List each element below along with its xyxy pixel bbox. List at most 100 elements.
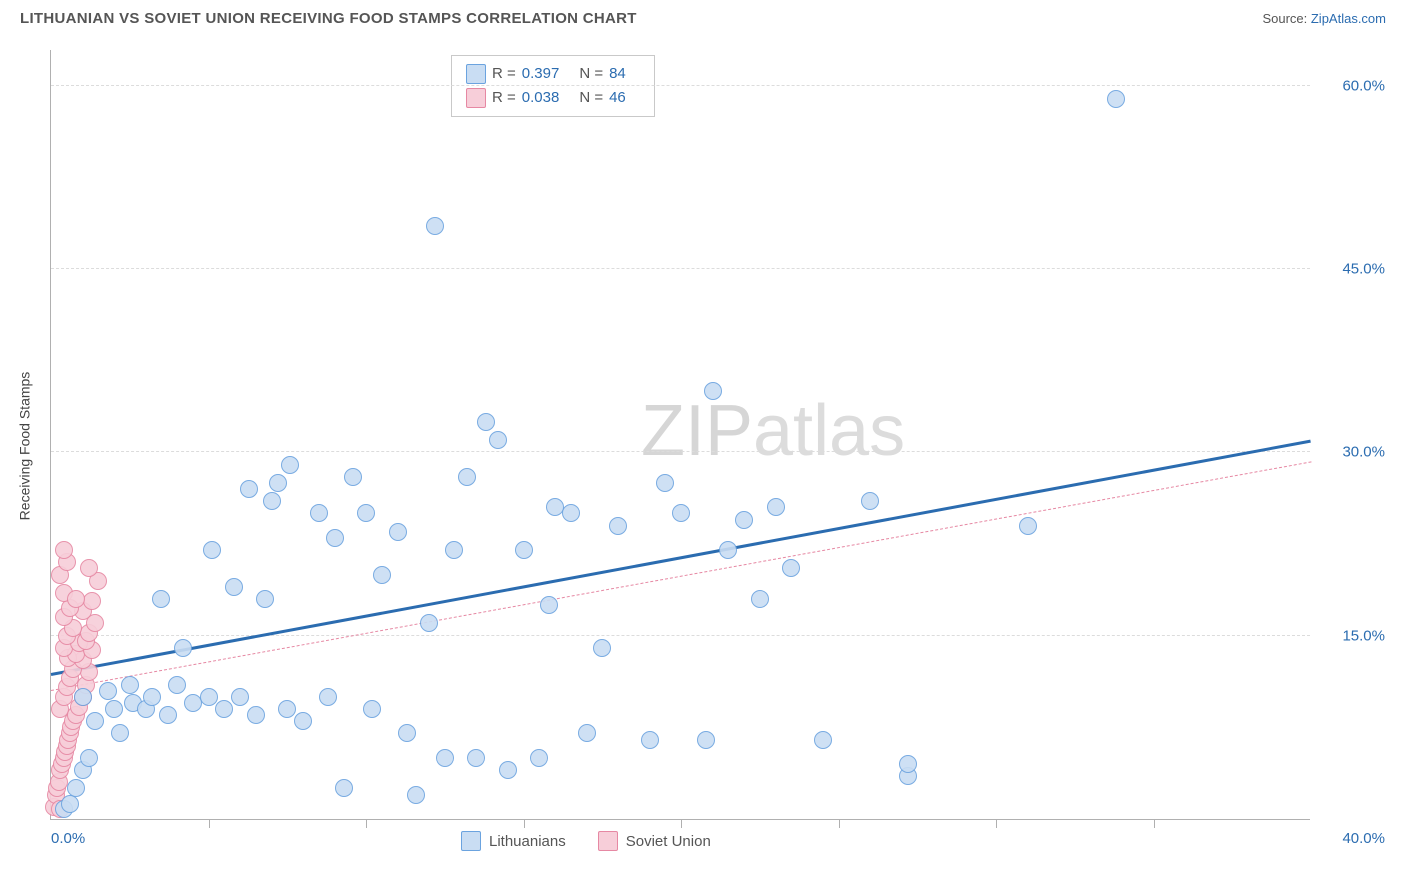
y-tick-label: 15.0% — [1325, 627, 1385, 644]
data-point-lithuanians — [719, 541, 737, 559]
data-point-lithuanians — [477, 413, 495, 431]
data-point-lithuanians — [436, 749, 454, 767]
data-point-lithuanians — [326, 529, 344, 547]
data-point-lithuanians — [407, 786, 425, 804]
data-point-lithuanians — [899, 755, 917, 773]
data-point-lithuanians — [269, 474, 287, 492]
data-point-lithuanians — [247, 706, 265, 724]
watermark: ZIPatlas — [641, 390, 905, 472]
grid-line — [51, 451, 1310, 452]
data-point-lithuanians — [256, 590, 274, 608]
data-point-lithuanians — [105, 700, 123, 718]
legend-label-lithuanians: Lithuanians — [489, 833, 566, 850]
data-point-lithuanians — [344, 468, 362, 486]
trend-line — [51, 461, 1311, 691]
legend-item-lithuanians: Lithuanians — [461, 831, 566, 851]
legend-row-lithuanians: R = 0.397 N = 84 — [466, 62, 640, 86]
data-point-lithuanians — [215, 700, 233, 718]
data-point-lithuanians — [74, 688, 92, 706]
scatter-plot: ZIPatlas R = 0.397 N = 84 R = 0.038 N = … — [50, 50, 1310, 820]
data-point-lithuanians — [231, 688, 249, 706]
x-tick — [524, 819, 525, 828]
source-link[interactable]: ZipAtlas.com — [1311, 11, 1386, 26]
data-point-lithuanians — [335, 779, 353, 797]
data-point-soviet — [67, 590, 85, 608]
data-point-lithuanians — [499, 761, 517, 779]
x-tick — [209, 819, 210, 828]
data-point-lithuanians — [530, 749, 548, 767]
x-tick — [681, 819, 682, 828]
x-tick — [1154, 819, 1155, 828]
legend-label-soviet: Soviet Union — [626, 833, 711, 850]
data-point-lithuanians — [240, 480, 258, 498]
data-point-lithuanians — [67, 779, 85, 797]
grid-line — [51, 85, 1310, 86]
data-point-lithuanians — [814, 731, 832, 749]
swatch-lithuanians-icon — [461, 831, 481, 851]
swatch-soviet — [466, 88, 486, 108]
data-point-lithuanians — [389, 523, 407, 541]
data-point-lithuanians — [200, 688, 218, 706]
data-point-lithuanians — [672, 504, 690, 522]
data-point-lithuanians — [609, 517, 627, 535]
source-prefix: Source: — [1262, 11, 1310, 26]
data-point-lithuanians — [467, 749, 485, 767]
data-point-lithuanians — [782, 559, 800, 577]
data-point-lithuanians — [861, 492, 879, 510]
x-tick — [366, 819, 367, 828]
legend-stats: R = 0.397 N = 84 R = 0.038 N = 46 — [451, 55, 655, 117]
data-point-soviet — [83, 592, 101, 610]
x-max-label: 40.0% — [1325, 830, 1385, 847]
data-point-lithuanians — [152, 590, 170, 608]
data-point-lithuanians — [363, 700, 381, 718]
data-point-lithuanians — [445, 541, 463, 559]
data-point-lithuanians — [489, 431, 507, 449]
data-point-lithuanians — [540, 596, 558, 614]
data-point-lithuanians — [562, 504, 580, 522]
swatch-soviet-icon — [598, 831, 618, 851]
data-point-lithuanians — [420, 614, 438, 632]
data-point-lithuanians — [578, 724, 596, 742]
data-point-lithuanians — [61, 795, 79, 813]
data-point-lithuanians — [357, 504, 375, 522]
data-point-soviet — [55, 541, 73, 559]
data-point-lithuanians — [656, 474, 674, 492]
data-point-lithuanians — [319, 688, 337, 706]
data-point-lithuanians — [735, 511, 753, 529]
x-tick — [839, 819, 840, 828]
data-point-lithuanians — [767, 498, 785, 516]
data-point-lithuanians — [751, 590, 769, 608]
trend-line — [51, 440, 1312, 676]
data-point-lithuanians — [168, 676, 186, 694]
data-point-lithuanians — [278, 700, 296, 718]
y-tick-label: 60.0% — [1325, 77, 1385, 94]
data-point-lithuanians — [1107, 90, 1125, 108]
data-point-lithuanians — [593, 639, 611, 657]
data-point-lithuanians — [704, 382, 722, 400]
data-point-lithuanians — [80, 749, 98, 767]
data-point-lithuanians — [426, 217, 444, 235]
data-point-lithuanians — [398, 724, 416, 742]
data-point-lithuanians — [263, 492, 281, 510]
source-attribution: Source: ZipAtlas.com — [1262, 11, 1386, 26]
chart-title: LITHUANIAN VS SOVIET UNION RECEIVING FOO… — [20, 10, 637, 27]
data-point-lithuanians — [1019, 517, 1037, 535]
data-point-lithuanians — [641, 731, 659, 749]
grid-line — [51, 635, 1310, 636]
data-point-lithuanians — [86, 712, 104, 730]
data-point-lithuanians — [159, 706, 177, 724]
data-point-lithuanians — [121, 676, 139, 694]
swatch-lithuanians — [466, 64, 486, 84]
data-point-soviet — [80, 559, 98, 577]
data-point-lithuanians — [203, 541, 221, 559]
legend-item-soviet: Soviet Union — [598, 831, 711, 851]
data-point-lithuanians — [515, 541, 533, 559]
data-point-lithuanians — [310, 504, 328, 522]
data-point-lithuanians — [111, 724, 129, 742]
data-point-lithuanians — [697, 731, 715, 749]
data-point-lithuanians — [281, 456, 299, 474]
y-tick-label: 30.0% — [1325, 444, 1385, 461]
legend-row-soviet: R = 0.038 N = 46 — [466, 86, 640, 110]
data-point-lithuanians — [373, 566, 391, 584]
data-point-lithuanians — [225, 578, 243, 596]
